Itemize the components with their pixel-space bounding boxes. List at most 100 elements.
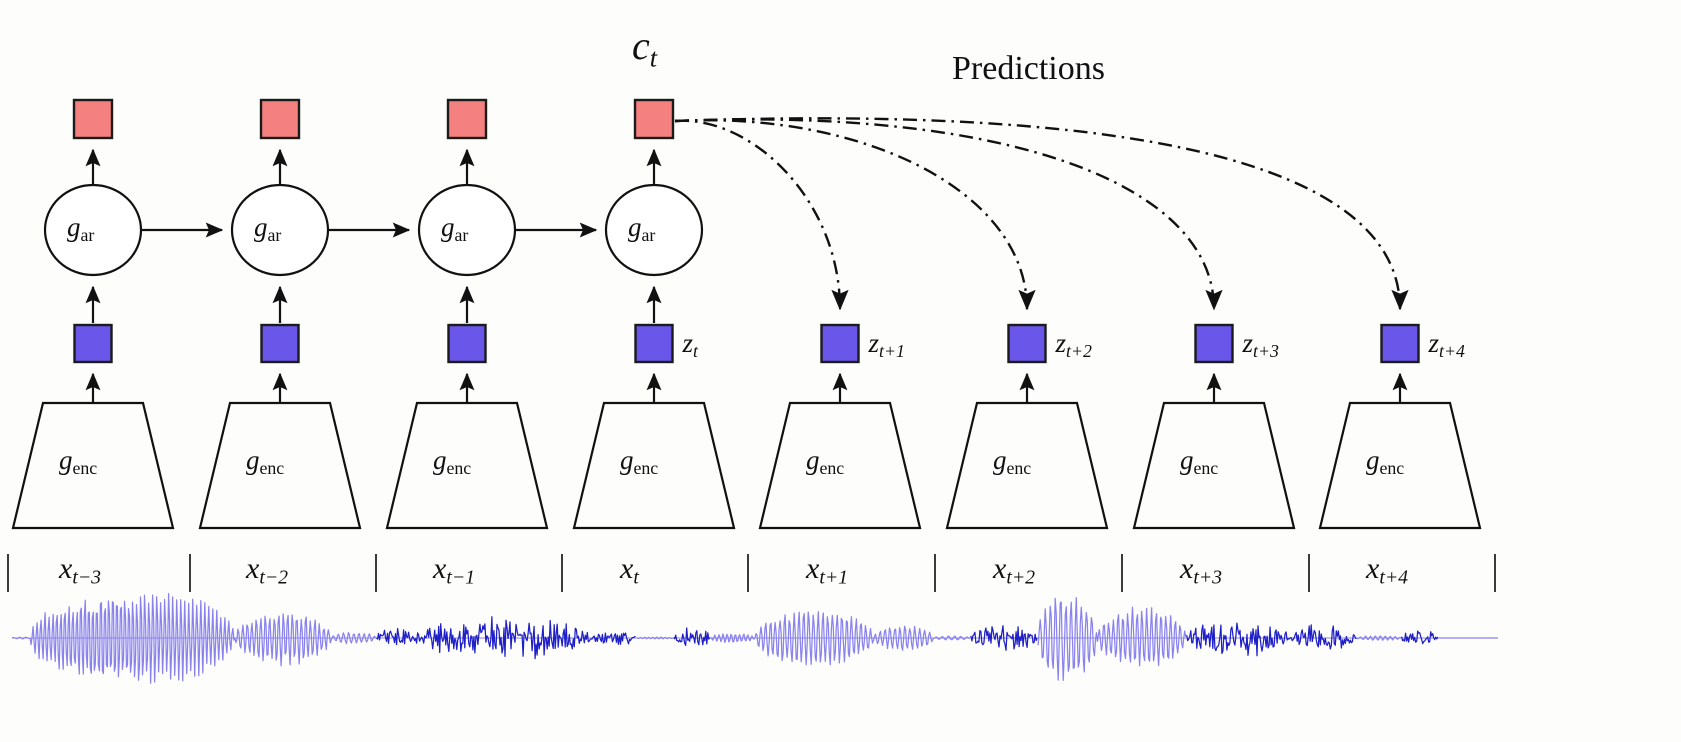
latent-label-t+3: zt+3 [1243,328,1279,362]
encoder-label-t-2-subscript: enc [259,457,285,478]
input-label-t-3-symbol: x [59,552,73,585]
encoder-label-t-1-subscript: enc [446,457,472,478]
encoder-label-t+1: genc [806,445,844,479]
latent-label-t+4-subscript: t+4 [1439,340,1465,361]
input-label-t+3-subscript: t+3 [1193,566,1223,589]
encoder-label-t-3-symbol: g [59,445,73,475]
encoder-trapezoid-t+1 [758,401,922,530]
input-label-t-1: xt−1 [433,552,475,590]
prediction-arrow-t+2 [674,119,1036,311]
ar-cell-t [604,183,704,277]
latent-label-t: zt [683,328,698,362]
input-label-t+3-symbol: x [1180,552,1194,585]
node-layer [11,98,1482,530]
input-label-t: xt [620,552,639,590]
ar-label-t-1: gar [441,212,468,246]
latent-label-t+2: zt+2 [1056,328,1092,362]
encoder-label-t+2: genc [993,445,1031,479]
encoder-label-t+1-symbol: g [806,445,820,475]
input-label-t-1-symbol: x [433,552,447,585]
ar-label-t-3: gar [67,212,94,246]
input-label-t-3: xt−3 [59,552,101,590]
encoder-label-t+2-subscript: enc [1006,457,1032,478]
input-label-t+4-symbol: x [1366,552,1380,585]
latent-square-t-1 [447,323,487,364]
encoder-trapezoid-t-2 [198,401,362,530]
input-label-t+4: xt+4 [1366,552,1408,590]
encoder-trapezoid-t [572,401,736,530]
encoder-label-t+3: genc [1180,445,1218,479]
latent-label-t-subscript: t [693,340,698,361]
prediction-arrow-t+1 [674,119,849,311]
ar-label-t: gar [628,212,655,246]
input-label-t-3-subscript: t−3 [72,566,102,589]
ar-cell-t-1 [417,183,517,277]
predictions-label: Predictions [952,50,1105,87]
encoder-trapezoid-t-1 [385,401,549,530]
latent-square-t [634,323,674,364]
ar-label-t-2-subscript: ar [267,224,282,245]
latent-label-t+2-subscript: t+2 [1066,340,1092,361]
encoder-label-t+3-symbol: g [1180,445,1194,475]
latent-label-t+3-symbol: z [1242,328,1254,358]
encoder-trapezoid-t-3 [11,401,175,530]
ar-label-t-1-subscript: ar [454,224,469,245]
ar-label-t-symbol: g [628,212,642,242]
latent-label-t+4: zt+4 [1429,328,1465,362]
encoder-label-t-2-symbol: g [246,445,260,475]
prediction-arrow-t+3 [674,118,1223,311]
encoder-label-t-symbol: g [620,445,634,475]
ar-cell-t-2 [230,183,330,277]
encoder-label-t-subscript: enc [633,457,659,478]
encoder-label-t-1-symbol: g [433,445,447,475]
encoder-trapezoid-t+3 [1132,401,1296,530]
input-label-t-2-subscript: t−2 [259,566,289,589]
input-label-t-subscript: t [633,566,639,589]
waveform-noisy-trace [376,616,1439,660]
ar-cell-t-3 [43,183,143,277]
encoder-label-t+2-symbol: g [993,445,1007,475]
latent-square-t+1 [820,323,860,364]
ar-label-t-subscript: ar [641,224,656,245]
encoder-label-t-2: genc [246,445,284,479]
latent-label-t+1: zt+1 [869,328,905,362]
prediction-arrow-t+4 [674,117,1409,311]
input-label-t-2-symbol: x [246,552,260,585]
ar-label-t-3-subscript: ar [80,224,95,245]
latent-label-t+3-subscript: t+3 [1253,340,1279,361]
latent-square-t-3 [73,323,113,364]
latent-label-t+2-symbol: z [1055,328,1067,358]
latent-square-t-2 [260,323,300,364]
edge-layer [85,148,1408,403]
encoder-label-t+4-symbol: g [1366,445,1380,475]
prediction-layer [674,117,1409,311]
latent-label-t-symbol: z [682,328,694,358]
encoder-trapezoid-t+4 [1318,401,1482,530]
context-vector-label: ct [632,22,657,73]
input-label-t+1-symbol: x [806,552,820,585]
encoder-label-t-3-subscript: enc [72,457,98,478]
input-label-t+2: xt+2 [993,552,1035,590]
waveform-layer [11,592,1498,684]
latent-label-t+1-symbol: z [868,328,880,358]
input-label-t-2: xt−2 [246,552,288,590]
input-label-t-1-subscript: t−1 [446,566,476,589]
encoder-label-t+4-subscript: enc [1379,457,1405,478]
encoder-label-t-1: genc [433,445,471,479]
segment-tick-layer [7,554,1496,592]
input-label-t+2-subscript: t+2 [1006,566,1036,589]
context-vector-subscript: t [649,42,658,73]
context-square-t [633,98,675,140]
context-vector-symbol: c [632,23,650,68]
encoder-trapezoid-t+2 [945,401,1109,530]
waveform-tonal-trace [11,592,1498,684]
latent-square-t+4 [1380,323,1420,364]
ar-label-t-1-symbol: g [441,212,455,242]
encoder-label-t+3-subscript: enc [1193,457,1219,478]
input-label-t+2-symbol: x [993,552,1007,585]
latent-square-t+2 [1007,323,1047,364]
input-label-t+1-subscript: t+1 [819,566,849,589]
latent-square-t+3 [1194,323,1234,364]
